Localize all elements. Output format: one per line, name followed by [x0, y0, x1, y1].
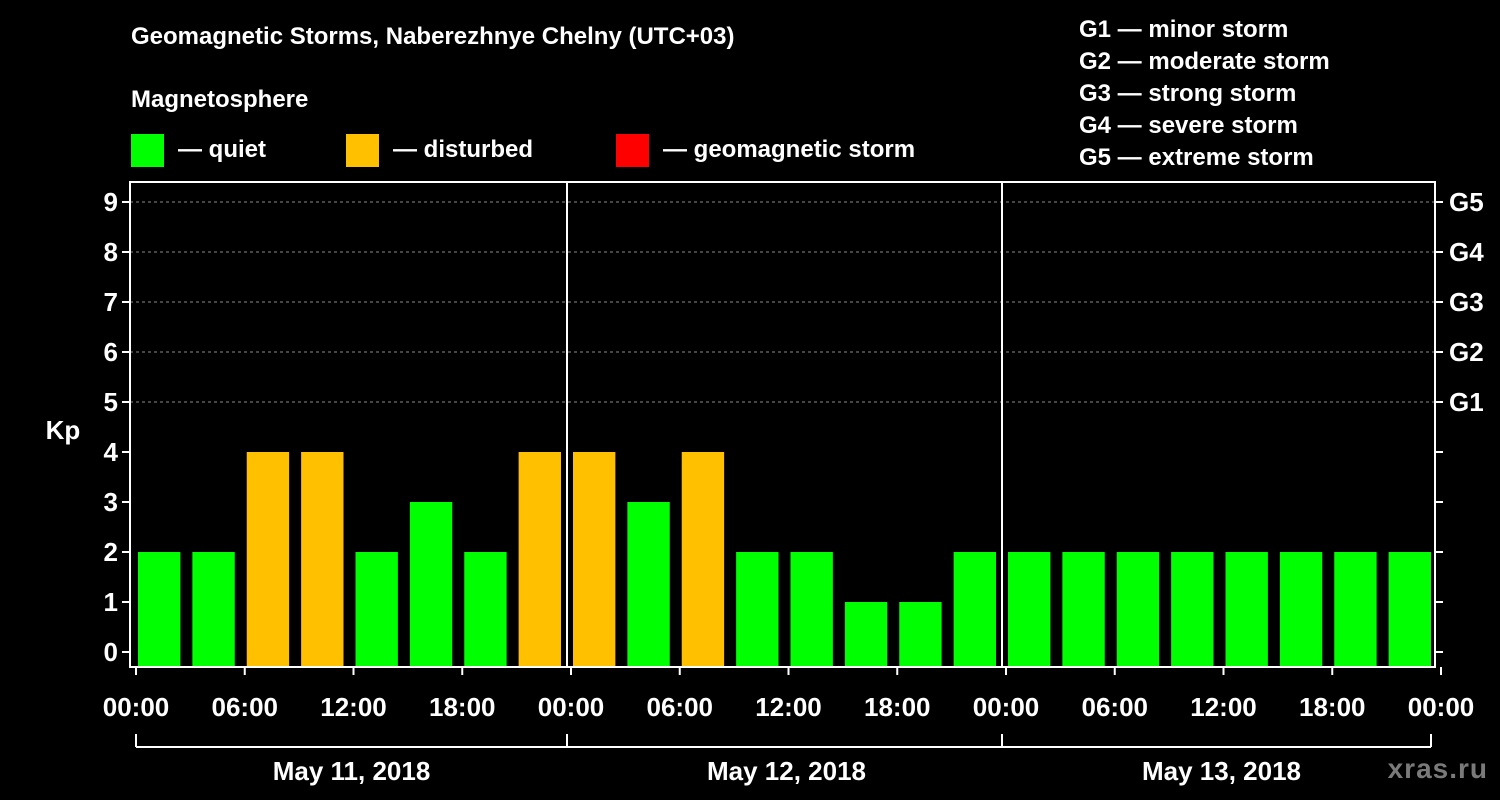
y-tick-label-5: 5 [104, 387, 118, 417]
bar-0 [138, 552, 181, 667]
bar-2 [246, 452, 290, 667]
legend-label-quiet: — quiet [178, 136, 266, 163]
y-tick-label-6: 6 [104, 337, 118, 367]
x-tick-label-2: 12:00 [320, 692, 387, 722]
x-tick-label-5: 06:00 [647, 692, 714, 722]
chart-title: Geomagnetic Storms, Naberezhnye Chelny (… [131, 23, 735, 50]
legend-swatch-disturbed [346, 133, 379, 167]
x-tick-label-3: 18:00 [429, 692, 496, 722]
legend-item-quiet: — quiet [131, 133, 266, 167]
bar-18 [1116, 552, 1160, 667]
bar-20 [1225, 552, 1268, 667]
x-tick-label-4: 00:00 [538, 692, 605, 722]
bar-13 [844, 602, 888, 667]
x-tick-label-11: 18:00 [1299, 692, 1366, 722]
x-tick-label-8: 00:00 [973, 692, 1040, 722]
bar-4 [355, 552, 398, 667]
y-tick-label-1: 1 [104, 587, 118, 617]
bar-14 [899, 602, 942, 667]
storm-scale-g1: G1 — minor storm [1079, 16, 1289, 43]
bar-17 [1062, 552, 1105, 667]
bar-1 [192, 552, 235, 667]
bar-11 [736, 552, 779, 667]
bar-19 [1171, 552, 1214, 667]
bar-22 [1334, 552, 1377, 667]
legend-item-storm: — geomagnetic storm [616, 133, 915, 167]
bar-10 [681, 452, 725, 667]
bar-15 [953, 552, 996, 667]
g-label-G1: G1 [1449, 387, 1484, 417]
bar-9 [627, 502, 670, 667]
g-label-G2: G2 [1449, 337, 1484, 367]
y-tick-label-2: 2 [104, 537, 118, 567]
x-tick-label-9: 06:00 [1082, 692, 1149, 722]
plot-frame [129, 181, 1436, 668]
bar-7 [518, 452, 561, 667]
storm-scale-g3: G3 — strong storm [1079, 80, 1297, 107]
day-label-1: May 12, 2018 [707, 756, 866, 786]
x-tick-label-6: 12:00 [755, 692, 822, 722]
y-tick-label-7: 7 [104, 287, 118, 317]
g-label-G3: G3 [1449, 287, 1484, 317]
y-tick-label-0: 0 [104, 637, 118, 667]
legend-swatch-quiet [131, 133, 164, 167]
day-label-0: May 11, 2018 [273, 756, 431, 786]
bar-3 [301, 452, 344, 667]
legend-label-storm: — geomagnetic storm [663, 136, 916, 163]
x-tick-label-0: 00:00 [103, 692, 170, 722]
legend-item-disturbed: — disturbed [346, 133, 533, 167]
bar-12 [790, 552, 833, 667]
y-tick-label-4: 4 [104, 437, 119, 467]
storm-scale-legend: G1 — minor storm G2 — moderate storm G3 … [1079, 14, 1330, 174]
bar-8 [573, 452, 616, 667]
bar-23 [1388, 552, 1431, 667]
x-tick-label-10: 12:00 [1190, 692, 1257, 722]
legend-swatch-storm [616, 133, 649, 167]
magnetosphere-heading: Magnetosphere [131, 86, 309, 113]
y-axis-title: Kp [46, 415, 81, 445]
x-tick-label-1: 06:00 [212, 692, 279, 722]
g-label-G5: G5 [1449, 187, 1484, 217]
storm-scale-g2: G2 — moderate storm [1079, 48, 1330, 75]
y-tick-label-9: 9 [104, 187, 118, 217]
x-tick-label-12: 00:00 [1408, 692, 1475, 722]
y-tick-label-8: 8 [104, 237, 118, 267]
y-tick-label-3: 3 [104, 487, 118, 517]
storm-scale-g4: G4 — severe storm [1079, 112, 1298, 139]
watermark: xras.ru [1387, 753, 1488, 784]
g-label-G4: G4 [1449, 237, 1484, 267]
day-label-2: May 13, 2018 [1142, 756, 1301, 786]
storm-scale-g5: G5 — extreme storm [1079, 144, 1314, 171]
bar-5 [409, 502, 453, 667]
x-tick-label-7: 18:00 [864, 692, 931, 722]
bar-6 [464, 552, 507, 667]
bar-16 [1008, 552, 1051, 667]
legend-label-disturbed: — disturbed [393, 136, 534, 163]
bar-21 [1279, 552, 1323, 667]
